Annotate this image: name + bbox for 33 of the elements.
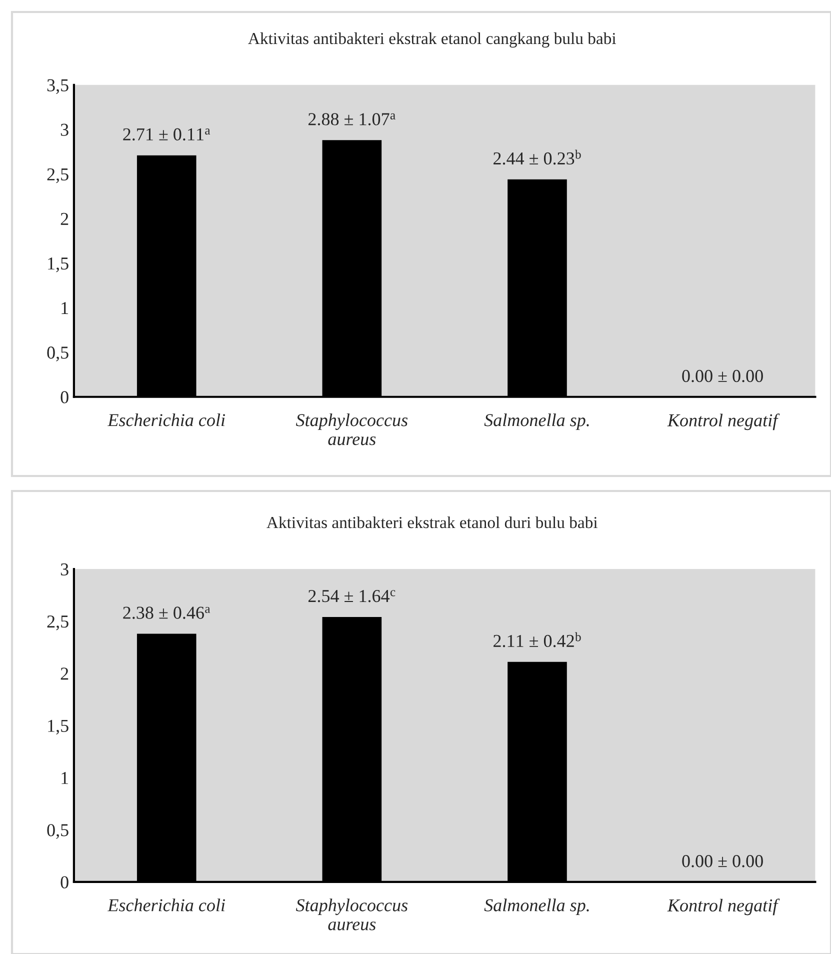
x-tick-label: Escherichia coli xyxy=(107,898,225,912)
y-tick-label: 2 xyxy=(60,212,68,225)
y-tick-label: 0,5 xyxy=(47,824,68,839)
y-tick-label: 1,5 xyxy=(48,258,68,272)
data-label: 2.71 ± 0.11$^{a}$ xyxy=(123,128,210,141)
y-tick-label: 0 xyxy=(60,876,68,888)
x-tick-label: Escherichia coli xyxy=(107,414,225,426)
x-tick-label: Kontrol negatif xyxy=(667,414,780,430)
chart-title: Aktivitas antibakteri ekstrak etanol duri bulu babi xyxy=(266,516,598,528)
data-label: 0.00 ± 0.00 xyxy=(682,370,763,382)
data-label: 2.54 ± 1.64$^{c}$ xyxy=(308,590,396,602)
y-tick-label: 2 xyxy=(60,668,68,680)
chart-title: Aktivitas antibakteri ekstrak etanol cangkang bulu babi xyxy=(248,32,616,48)
data-label: 2.38 ± 0.46$^{a}$ xyxy=(123,606,210,619)
y-tick-label: 3 xyxy=(60,124,68,136)
x-tick-label: Staphylococcus aureus xyxy=(296,898,408,930)
data-label: 2.11 ± 0.42$^{b}$ xyxy=(494,632,581,648)
y-tick-label: 1 xyxy=(62,772,68,784)
y-tick-label: 2,5 xyxy=(47,616,68,630)
y-tick-label: 0,5 xyxy=(47,346,68,362)
y-tick-label: 0 xyxy=(60,391,68,404)
x-tick-label: Staphylococcus aureus xyxy=(296,414,408,446)
x-tick-label: Salmonella sp. xyxy=(484,898,589,916)
y-tick-label: 1 xyxy=(62,302,68,314)
x-tick-label: Kontrol negatif xyxy=(667,898,780,916)
data-label: 2.44 ± 0.23$^{b}$ xyxy=(494,150,581,165)
y-tick-label: 1,5 xyxy=(48,720,68,735)
y-tick-label: 2,5 xyxy=(47,168,68,184)
x-tick-label: Salmonella sp. xyxy=(484,414,589,430)
data-label: 0.00 ± 0.00 xyxy=(682,855,763,868)
y-tick-label: 3,5 xyxy=(47,79,68,94)
y-tick-label: 3 xyxy=(60,563,68,576)
data-label: 2.88 ± 1.07$^{a}$ xyxy=(308,113,396,126)
